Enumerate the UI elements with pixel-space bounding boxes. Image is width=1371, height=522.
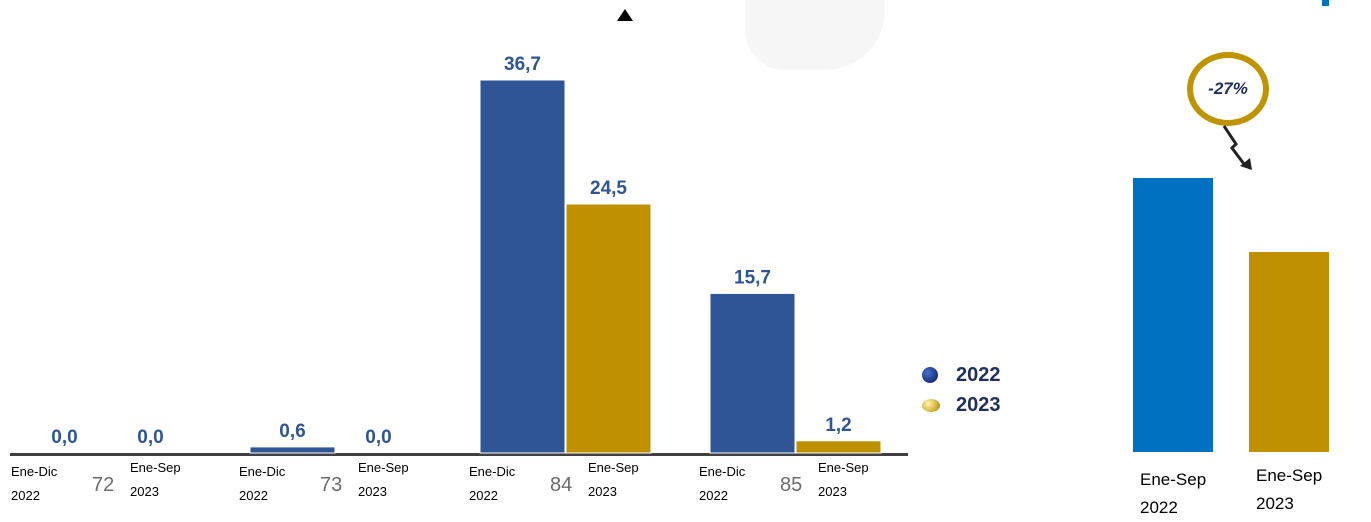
value-label-2022-73: 0,6 <box>279 421 305 442</box>
period-label-2023-84: Ene-Sep 2023 <box>588 460 639 499</box>
period-label-2022-73: Ene-Dic 2022 <box>239 464 286 503</box>
category-number-84: 84 <box>550 474 573 496</box>
period-label-2022-84: Ene-Dic 2022 <box>469 464 516 503</box>
value-label-2022-72: 0,0 <box>51 427 77 448</box>
bar-2023-84 <box>565 203 652 454</box>
legend-label-2022: 2022 <box>956 363 1001 386</box>
right-top-bar-fragment <box>1322 0 1329 6</box>
summary-bar-0 <box>1133 178 1213 452</box>
bar-2022-84 <box>479 79 566 454</box>
change-annotation: -27% <box>1208 79 1248 98</box>
legend-label-2023: 2023 <box>956 393 1001 416</box>
period-label-2023-85: Ene-Sep 2023 <box>818 460 869 499</box>
period-label-2022-85: Ene-Dic 2022 <box>699 464 746 503</box>
value-label-2023-72: 0,0 <box>137 427 163 448</box>
bar-2023-85 <box>795 440 882 454</box>
period-label-2023-73: Ene-Sep 2023 <box>358 460 409 499</box>
period-label-2022-72: Ene-Dic 2022 <box>11 464 58 503</box>
value-label-2023-85: 1,2 <box>825 415 851 436</box>
category-number-73: 73 <box>320 474 343 496</box>
category-number-85: 85 <box>780 474 803 496</box>
category-number-72: 72 <box>92 474 115 496</box>
summary-bar-1 <box>1249 251 1329 452</box>
legend-item-2022: 2022 <box>922 360 1001 390</box>
value-label-2023-73: 0,0 <box>365 427 391 448</box>
change-annotation-ring: -27% <box>1187 52 1269 126</box>
bar-2022-73 <box>249 446 336 454</box>
period-label-2023-72: Ene-Sep 2023 <box>130 460 181 499</box>
value-label-2022-85: 15,7 <box>734 267 771 288</box>
value-label-2023-84: 24,5 <box>590 178 627 199</box>
lightning-arrow-icon <box>1222 125 1252 170</box>
bar-2022-85 <box>709 292 796 454</box>
summary-category-label-0: Ene-Sep 2022 <box>1140 470 1207 517</box>
legend-marker-2022-icon <box>922 367 938 383</box>
legend: 2022 2023 <box>922 360 1001 420</box>
legend-item-2023: 2023 <box>922 390 1001 420</box>
value-label-2022-84: 36,7 <box>504 54 541 75</box>
summary-category-label-1: Ene-Sep 2023 <box>1256 466 1323 513</box>
triangle-marker-icon <box>617 9 633 21</box>
legend-marker-2023-icon <box>922 398 940 412</box>
